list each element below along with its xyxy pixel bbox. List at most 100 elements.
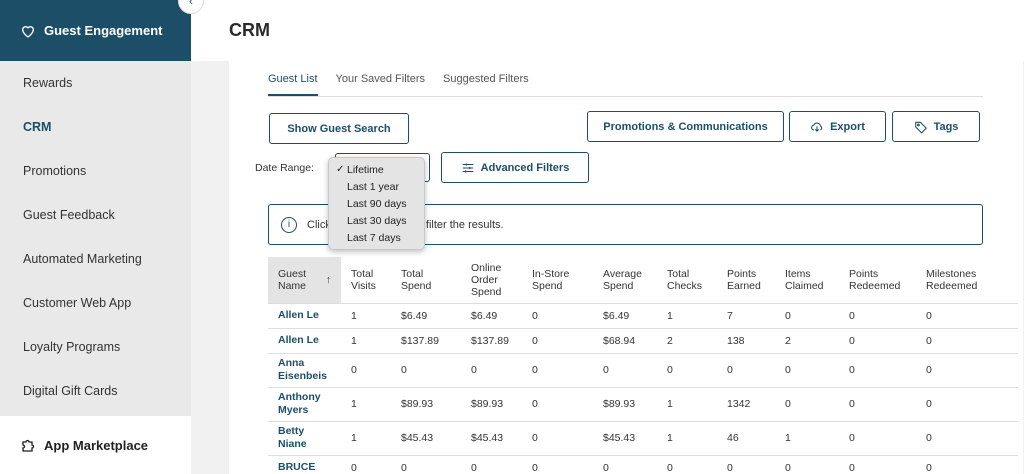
cell-visits: 1 [341,302,391,328]
cell-checks: 1 [657,420,717,455]
col-points-earned[interactable]: Points Earned [717,257,775,303]
sidebar-item-digital-gift-cards[interactable]: Digital Gift Cards [0,369,191,413]
table-row[interactable]: Anthony Myers 1 $89.93 $89.93 0 $89.93 1 1342 0 0… [268,386,1018,421]
col-guest-name[interactable]: Guest Name ↑ [268,257,341,303]
cell-total-spend: $6.49 [391,302,461,328]
cell-items-claimed: 0 [775,386,839,421]
cell-milestones: 0 [916,352,1018,387]
table-row[interactable]: Allen Le 1 $6.49 $6.49 0 $6.49 1 7 0 0 0 [268,302,1018,328]
cell-visits: 1 [341,327,391,353]
cell-points-redeemed: 0 [839,302,916,328]
option-label: Last 1 year [347,180,399,193]
cell-points-redeemed: 0 [839,327,916,353]
cell-points-redeemed: 0 [839,352,916,387]
sidebar-item-label: Rewards [23,76,73,90]
date-range-label: Date Range: [255,162,314,174]
export-button[interactable]: Export [789,111,886,142]
cell-name[interactable]: Allen Le [268,302,341,328]
cell-milestones: 0 [916,454,1018,474]
tab-suggested-filters[interactable]: Suggested Filters [443,73,529,85]
table-row[interactable]: Anna Eisenbeis 0 0 0 0 0 0 0 0 0 0 [268,352,1018,387]
date-option-lifetime[interactable]: ✓ Lifetime [329,161,424,178]
export-label: Export [830,120,865,133]
col-items-claimed[interactable]: Items Claimed [775,257,839,303]
sidebar-item-rewards[interactable]: Rewards [0,61,191,105]
col-points-redeemed[interactable]: Points Redeemed [839,257,916,303]
cell-online-spend: 0 [461,352,522,387]
table-row[interactable]: BRUCE 0 0 0 0 0 0 0 0 0 0 [268,454,1018,474]
column-label: Guest Name [278,267,307,292]
col-total-spend[interactable]: Total Spend [391,257,461,303]
sidebar-item-label: Customer Web App [23,296,132,310]
info-text-end: er to filter the results. [400,218,504,231]
cell-total-spend: 0 [391,352,461,387]
cell-name[interactable]: BRUCE [268,454,341,474]
date-range-dropdown: ✓ Lifetime Last 1 year Last 90 days Last … [328,157,425,250]
cell-points-redeemed: 0 [839,386,916,421]
tags-button[interactable]: Tags [892,111,980,142]
cell-visits: 1 [341,386,391,421]
cell-items-claimed: 0 [775,302,839,328]
cell-items-claimed: 0 [775,454,839,474]
tab-guest-list[interactable]: Guest List [268,73,318,96]
cell-checks: 1 [657,302,717,328]
sidebar-item-label: Automated Marketing [23,252,142,266]
table-row[interactable]: Betty Niane 1 $45.43 $45.43 0 $45.43 1 46 1 0 0 [268,420,1018,455]
promotions-label: Promotions & Communications [603,120,768,133]
cell-name[interactable]: Betty Niane [268,420,341,455]
column-label: In-Store Spend [532,267,570,292]
cell-name[interactable]: Allen Le [268,327,341,353]
cell-in-store-spend: 0 [522,327,593,353]
advanced-filters-label: Advanced Filters [480,161,570,174]
col-total-checks[interactable]: Total Checks [657,257,717,303]
col-in-store-spend[interactable]: In-Store Spend [522,257,593,303]
cell-avg-spend: $6.49 [593,302,657,328]
column-label: Points Redeemed [849,267,901,292]
col-milestones-redeemed[interactable]: Milestones Redeemed [916,257,1018,303]
sidebar-item-label: Promotions [23,164,87,178]
column-label: Items Claimed [785,267,824,292]
cell-avg-spend: $68.94 [593,327,657,353]
cell-points-earned: 0 [717,454,775,474]
sidebar-header[interactable]: Guest Engagement [0,0,191,61]
date-option-90-days[interactable]: Last 90 days [329,195,424,212]
date-option-7-days[interactable]: Last 7 days [329,229,424,246]
col-total-visits[interactable]: Total Visits [341,257,391,303]
sidebar-item-automated-marketing[interactable]: Automated Marketing [0,237,191,281]
info-text-start: Click [307,218,331,231]
cell-points-earned: 0 [717,352,775,387]
date-option-30-days[interactable]: Last 30 days [329,212,424,229]
page-title: CRM [229,20,270,40]
tab-bar: Guest List Your Saved Filters Suggested … [268,73,529,96]
cell-in-store-spend: 0 [522,420,593,455]
cell-total-spend: 0 [391,454,461,474]
sidebar-item-customer-web-app[interactable]: Customer Web App [0,281,191,325]
show-guest-search-label: Show Guest Search [287,122,391,135]
table-header-row: Guest Name ↑ Total Visits Total Spend Onl… [268,257,1018,303]
cell-items-claimed: 2 [775,327,839,353]
sidebar-item-guest-feedback[interactable]: Guest Feedback [0,193,191,237]
col-online-order-spend[interactable]: Online Order Spend [461,257,522,303]
cell-checks: 0 [657,454,717,474]
sort-up-arrow-icon: ↑ [325,273,331,286]
sidebar-footer-app-marketplace[interactable]: App Marketplace [0,416,191,474]
sidebar-item-crm[interactable]: CRM [0,105,191,149]
tab-saved-filters[interactable]: Your Saved Filters [335,73,426,85]
sidebar-item-loyalty-programs[interactable]: Loyalty Programs [0,325,191,369]
sidebar-item-promotions[interactable]: Promotions [0,149,191,193]
option-label: Lifetime [347,163,384,176]
sliders-icon [462,162,473,173]
cell-name[interactable]: Anna Eisenbeis [268,352,341,387]
cell-checks: 0 [657,352,717,387]
show-guest-search-button[interactable]: Show Guest Search [269,113,409,144]
date-option-1-year[interactable]: Last 1 year [329,178,424,195]
promotions-communications-button[interactable]: Promotions & Communications [587,111,784,142]
cell-in-store-spend: 0 [522,302,593,328]
table-row[interactable]: Allen Le 1 $137.89 $137.89 0 $68.94 2 138 2 0 0 [268,327,1018,353]
col-average-spend[interactable]: Average Spend [593,257,657,303]
cell-milestones: 0 [916,302,1018,328]
cell-total-spend: $137.89 [391,327,461,353]
cell-name[interactable]: Anthony Myers [268,386,341,421]
sidebar-item-label: Guest Feedback [23,208,115,222]
advanced-filters-button[interactable]: Advanced Filters [441,152,589,183]
